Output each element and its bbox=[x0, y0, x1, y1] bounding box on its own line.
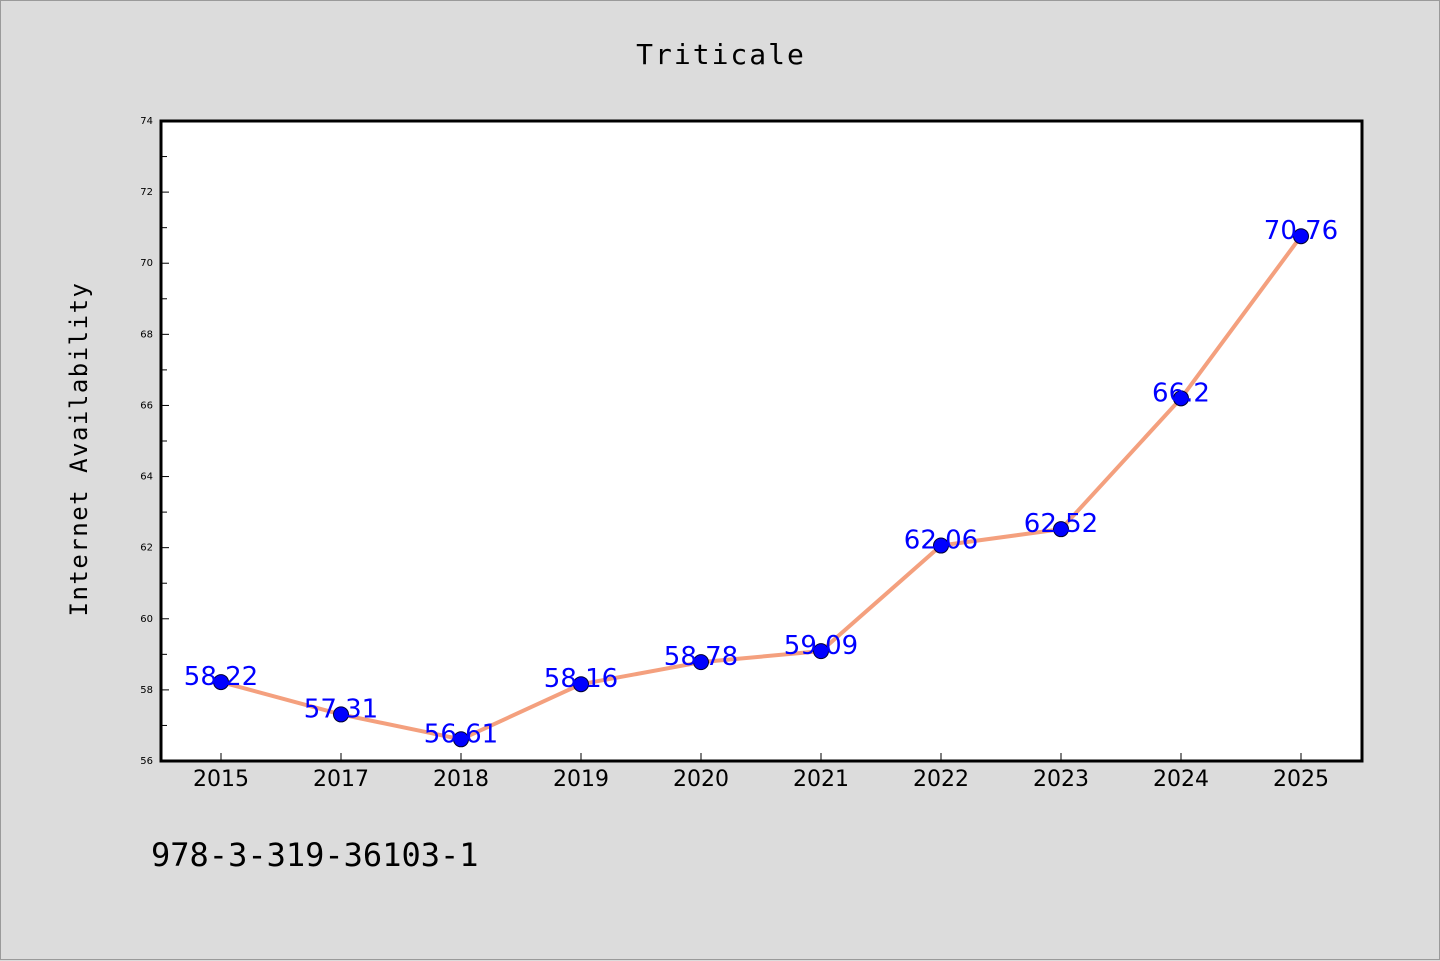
x-tick-label: 2017 bbox=[313, 767, 369, 792]
y-axis: 56 58 60 62 64 66 68 70 72 74 bbox=[140, 116, 169, 767]
data-label: 66.2 bbox=[1152, 378, 1210, 408]
y-tick-label: 62 bbox=[140, 543, 153, 554]
data-label: 70.76 bbox=[1264, 216, 1338, 246]
data-point bbox=[453, 731, 469, 748]
data-label: 59.09 bbox=[784, 631, 858, 661]
y-tick-label: 66 bbox=[140, 400, 153, 411]
x-tick-label: 2025 bbox=[1273, 767, 1329, 792]
data-point bbox=[573, 676, 589, 693]
x-axis: 2015 2017 2018 2019 2020 2021 2022 2023 2024 2025 bbox=[193, 753, 1329, 792]
data-point bbox=[693, 654, 709, 671]
y-axis-label: Internet Availability bbox=[65, 282, 93, 617]
data-label: 62.52 bbox=[1024, 509, 1098, 539]
y-tick-label: 72 bbox=[140, 187, 153, 198]
x-tick-label: 2020 bbox=[673, 767, 729, 792]
y-tick-label: 64 bbox=[140, 472, 153, 483]
series-line bbox=[219, 234, 1303, 742]
plot-area bbox=[159, 119, 1364, 763]
data-label: 62.06 bbox=[904, 526, 978, 556]
x-tick-label: 2023 bbox=[1033, 767, 1089, 792]
data-label: 58.22 bbox=[184, 662, 258, 692]
y-tick-label: 70 bbox=[140, 258, 153, 269]
data-point bbox=[213, 674, 229, 691]
x-tick-label: 2015 bbox=[193, 767, 249, 792]
x-tick-label: 2021 bbox=[793, 767, 849, 792]
isbn-label: 978-3-319-36103-1 bbox=[151, 836, 479, 874]
data-point bbox=[933, 537, 949, 554]
x-tick-label: 2018 bbox=[433, 767, 489, 792]
chart-title: Triticale bbox=[636, 38, 806, 71]
data-point bbox=[1293, 228, 1309, 245]
data-label: 56.61 bbox=[424, 719, 498, 749]
data-label: 58.78 bbox=[664, 642, 738, 672]
y-tick-label: 68 bbox=[140, 329, 153, 340]
y-tick-label: 74 bbox=[140, 116, 153, 127]
data-label: 58.16 bbox=[544, 664, 618, 694]
data-point bbox=[813, 643, 829, 660]
data-point bbox=[1173, 390, 1189, 407]
x-tick-label: 2019 bbox=[553, 767, 609, 792]
y-tick-label: 60 bbox=[140, 614, 153, 625]
data-point bbox=[1053, 521, 1069, 538]
series-layer: 58.22 57.31 56.61 58.16 58.78 59.09 62.06 62.52… bbox=[184, 216, 1338, 749]
data-point bbox=[333, 706, 349, 723]
y-tick-label: 58 bbox=[140, 685, 153, 696]
x-tick-label: 2024 bbox=[1153, 767, 1209, 792]
y-tick-label: 56 bbox=[140, 756, 153, 767]
x-tick-label: 2022 bbox=[913, 767, 969, 792]
data-label: 57.31 bbox=[304, 694, 378, 724]
